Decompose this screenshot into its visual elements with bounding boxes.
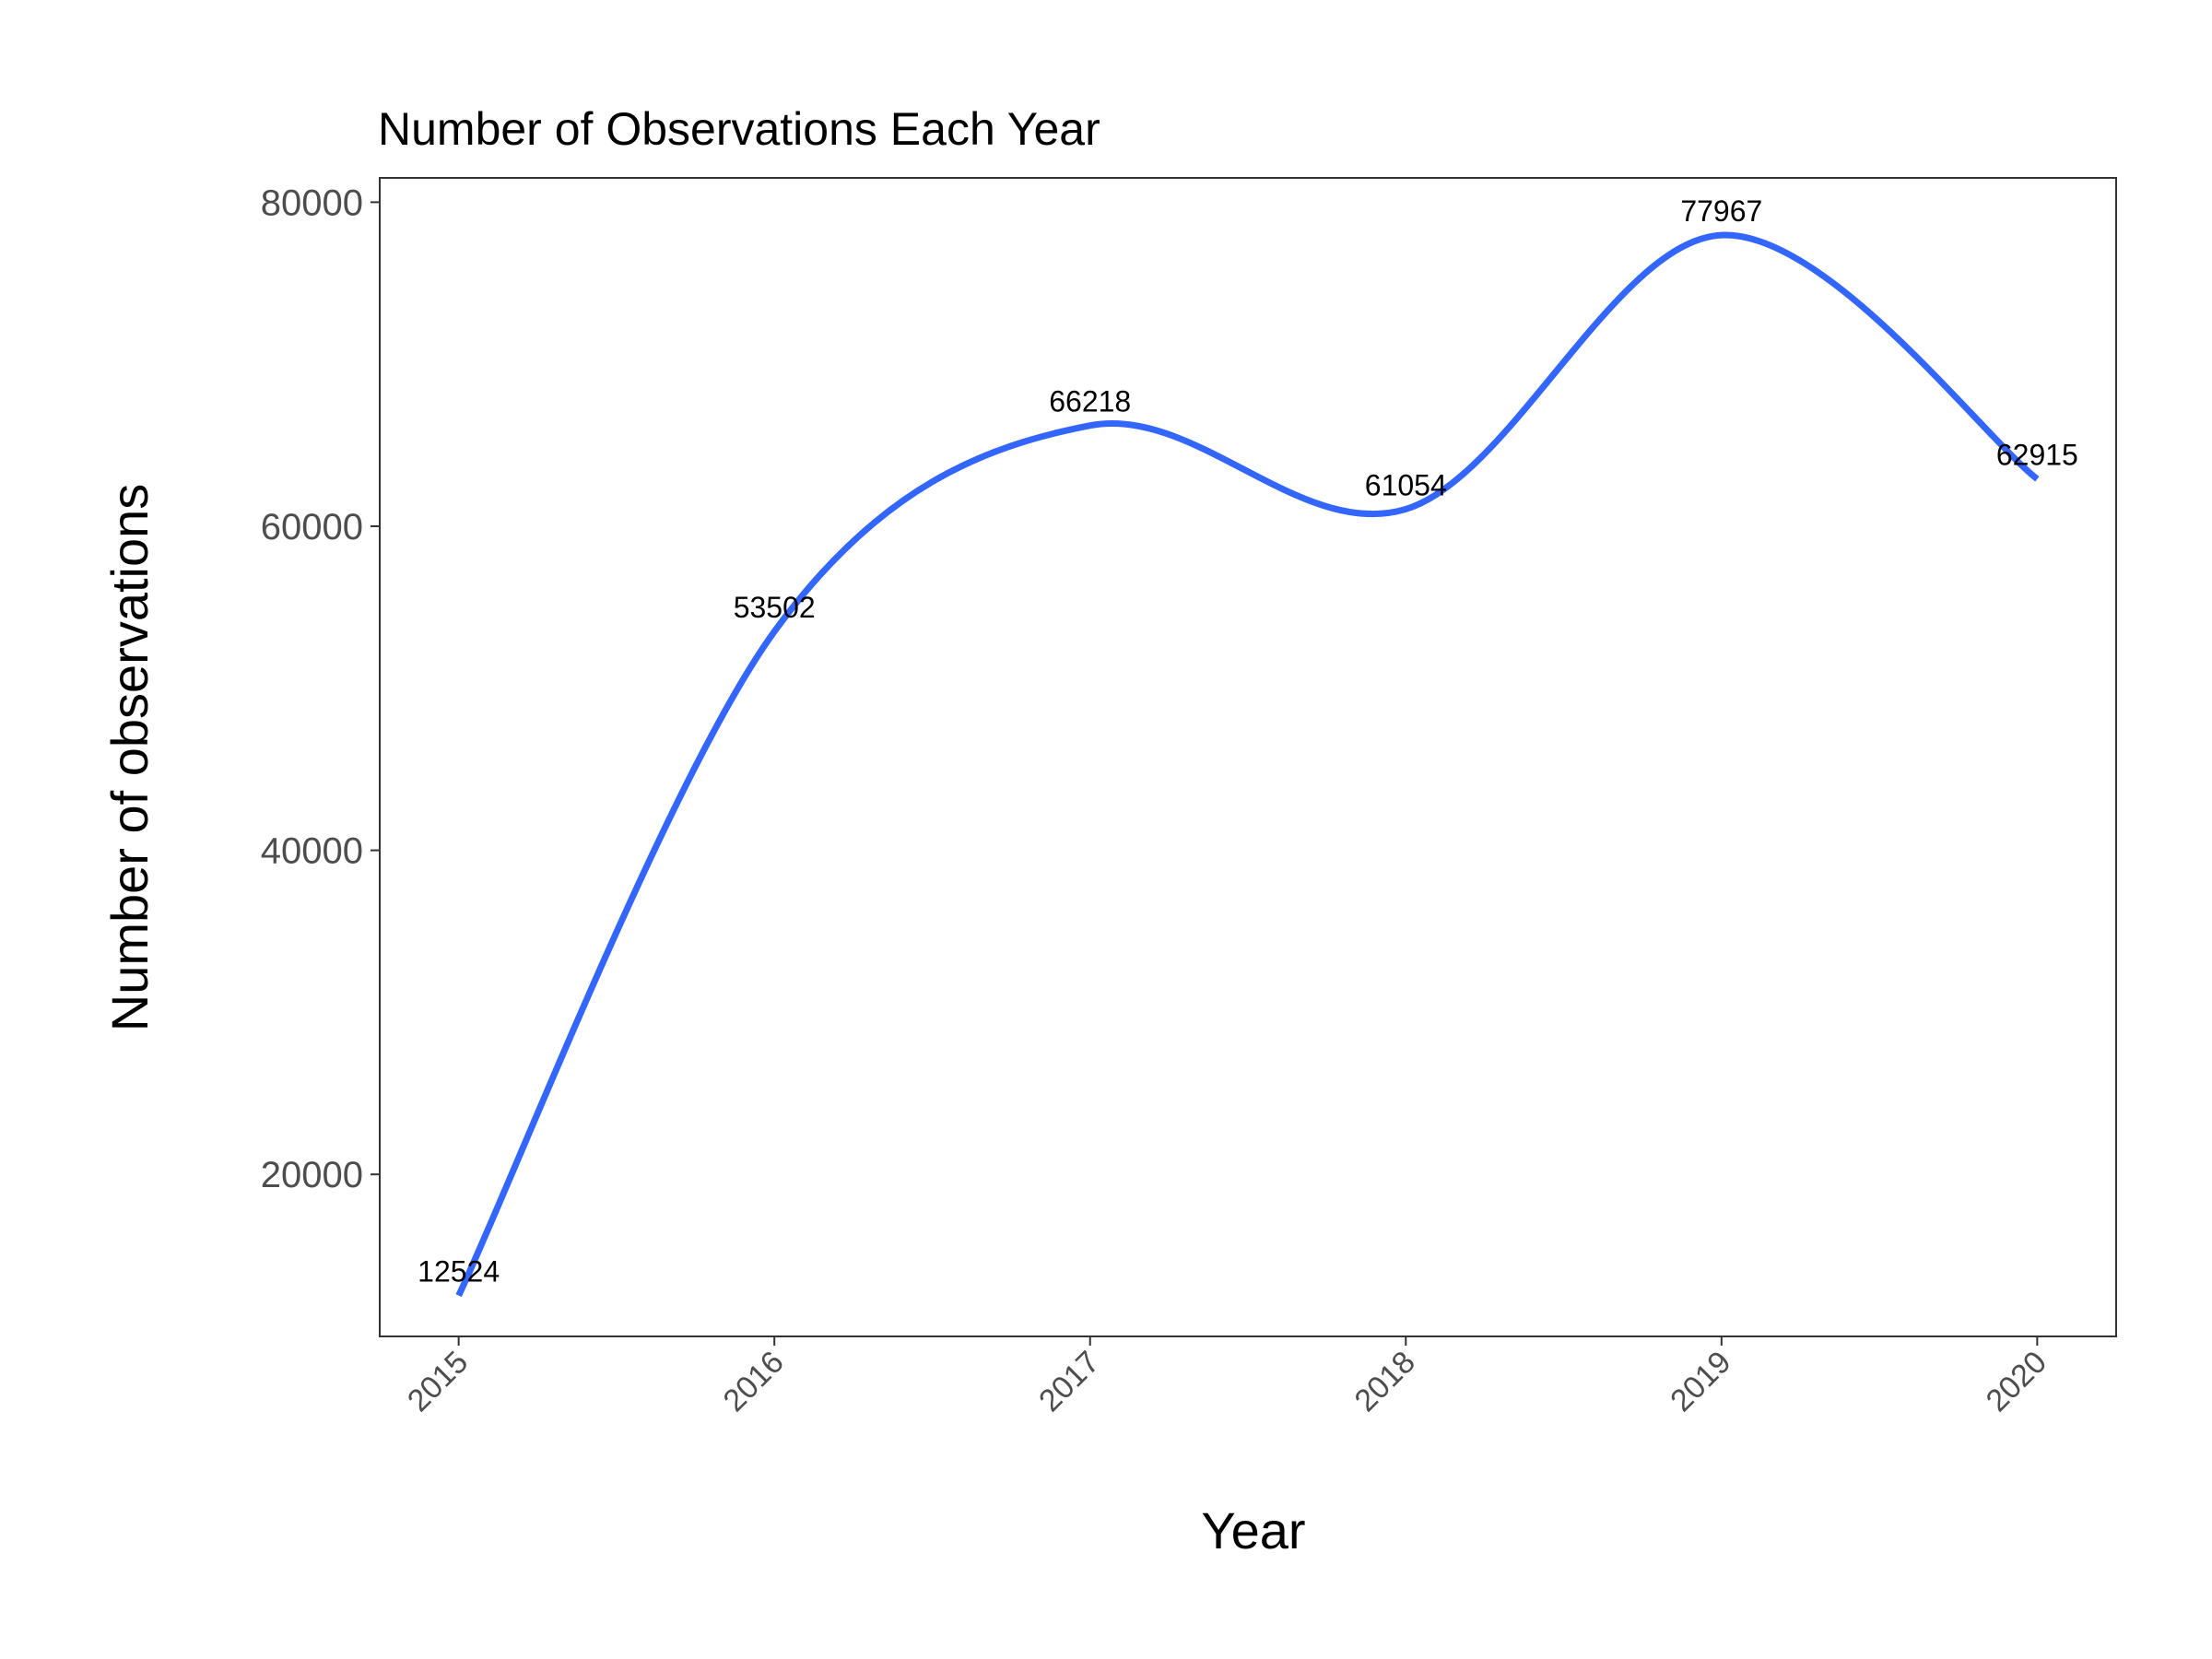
x-axis: 2015 2016 2017 2018 2019 2020 — [401, 1336, 2053, 1418]
x-tick-label: 2015 — [401, 1345, 475, 1418]
x-tick-label: 2017 — [1032, 1345, 1106, 1418]
data-label: 62915 — [1996, 439, 2078, 472]
data-labels: 12524 53502 66218 61054 77967 62915 — [418, 194, 2078, 1288]
data-label: 12524 — [418, 1255, 500, 1288]
data-label: 77967 — [1680, 194, 1762, 228]
x-axis-title: Year — [1201, 1501, 1305, 1559]
y-tick-label: 40000 — [261, 831, 363, 872]
chart-title: Number of Observations Each Year — [378, 103, 1100, 155]
y-tick-label: 60000 — [261, 507, 363, 547]
data-label: 66218 — [1049, 385, 1131, 418]
x-tick-label: 2016 — [716, 1345, 790, 1418]
x-tick-label: 2019 — [1664, 1345, 1737, 1418]
y-tick-label: 20000 — [261, 1155, 363, 1195]
plot-area — [379, 177, 2117, 1337]
y-axis: 20000 40000 60000 80000 — [261, 182, 380, 1195]
y-tick-label: 80000 — [261, 182, 363, 223]
data-label: 61054 — [1365, 468, 1447, 501]
series-line — [455, 231, 2040, 1298]
data-label: 53502 — [734, 591, 816, 624]
plot-border — [379, 177, 2117, 1337]
x-tick-label: 2020 — [1980, 1345, 2053, 1418]
y-axis-title: Number of observations — [100, 484, 159, 1032]
series-layer — [455, 231, 2040, 1298]
x-tick-label: 2018 — [1348, 1345, 1422, 1418]
